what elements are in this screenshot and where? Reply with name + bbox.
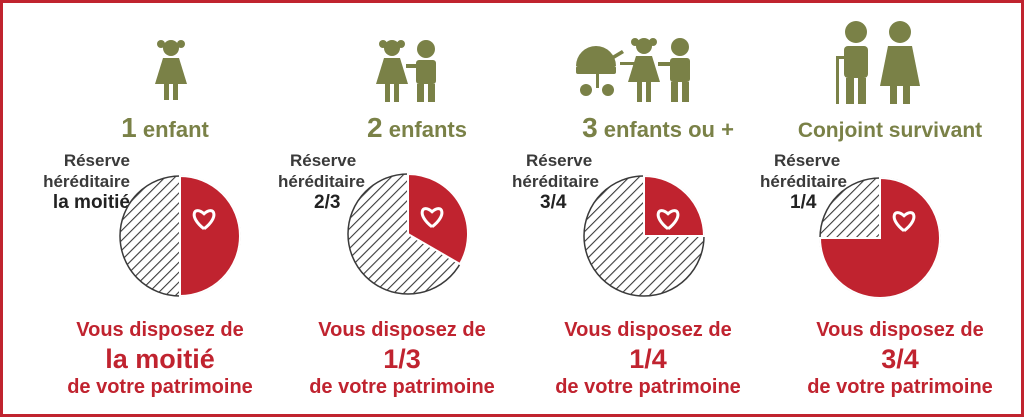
heart-icon [192, 209, 216, 230]
heart-icon [420, 207, 444, 228]
reserve-label: Réserve héréditaire la moitié [43, 151, 130, 213]
pie-free-slice [643, 174, 706, 237]
heading-two-children: 2 enfants [367, 112, 467, 143]
pie-chart [119, 174, 241, 298]
pie-chart [818, 176, 941, 299]
cta-block: Vous disposez de la moitié de votre patr… [67, 319, 253, 398]
cta-block: Vous disposez de 1/3 de votre patrimoine [309, 319, 495, 398]
heading-one-child: 1 enfant [121, 112, 209, 143]
pie-chart [347, 172, 469, 295]
pie-chart [583, 174, 706, 297]
column-two-children: 2 enfants Réserve héréditaire 2/3 Vous d… [262, 0, 507, 417]
column-surviving-spouse: Conjoint survivant Réserve héréditaire 1… [760, 0, 1015, 417]
reserve-label: Réserve héréditaire 1/4 [760, 151, 847, 213]
heart-icon [656, 209, 680, 230]
heading-three-children: 3 enfants ou + [582, 112, 734, 143]
cta-block: Vous disposez de 3/4 de votre patrimoine [807, 319, 993, 398]
three-children-stroller-icon [576, 38, 690, 102]
cta-block: Vous disposez de 1/4 de votre patrimoine [555, 319, 741, 398]
reserve-label: Réserve héréditaire 3/4 [512, 151, 599, 213]
girl-icon [155, 40, 187, 100]
reserve-label: Réserve héréditaire 2/3 [278, 151, 365, 213]
heart-icon [892, 211, 916, 232]
elderly-couple-icon [836, 21, 920, 104]
column-one-child: 1 enfant Réserve héréditaire la moitié V… [20, 0, 255, 417]
column-three-children: 3 enfants ou + Réserve héréditaire 3/4 V… [508, 0, 758, 417]
two-children-icon [376, 40, 436, 102]
heading-surviving-spouse: Conjoint survivant [797, 119, 983, 142]
pie-free-slice [818, 176, 941, 299]
pie-free-slice [179, 174, 241, 298]
